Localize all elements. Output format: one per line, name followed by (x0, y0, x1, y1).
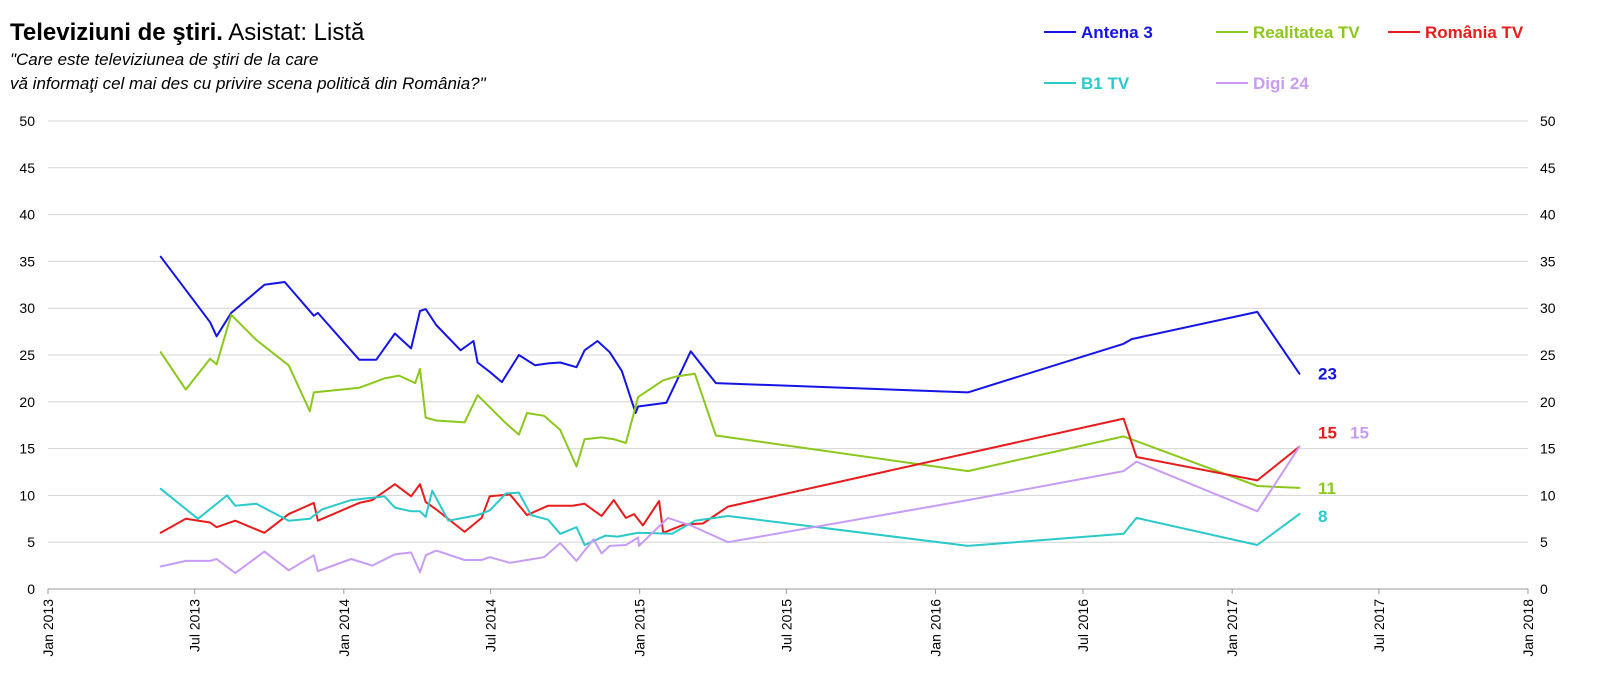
legend-item: Realitatea TV (1216, 23, 1360, 42)
y-tick-label-right: 0 (1540, 581, 1548, 597)
x-tick-label: Jan 2013 (40, 599, 56, 657)
y-tick-label-left: 15 (19, 441, 35, 457)
end-value-label: 11 (1318, 479, 1336, 498)
series-line-realitatea-tv (159, 313, 1301, 489)
y-tick-label-left: 0 (27, 581, 35, 597)
legend-label: România TV (1425, 23, 1524, 42)
y-tick-label-right: 10 (1540, 487, 1556, 503)
legend-label: B1 TV (1081, 74, 1130, 93)
y-tick-label-left: 10 (19, 487, 35, 503)
x-tick-label: Jan 2014 (336, 599, 352, 657)
series-line-digi-24 (159, 445, 1301, 575)
y-tick-label-left: 40 (19, 207, 35, 223)
y-tick-label-left: 25 (19, 347, 35, 363)
y-tick-label-right: 20 (1540, 394, 1556, 410)
end-value-label: 23 (1318, 365, 1337, 384)
end-value-label: 8 (1318, 507, 1327, 526)
x-tick-label: Jul 2015 (778, 599, 794, 652)
x-tick-label: Jul 2016 (1075, 599, 1091, 652)
chart-subtitle-line-1: "Care este televiziunea de ştiri de la c… (10, 50, 319, 69)
chart-title-suffix: Asistat: Listă (228, 19, 365, 46)
y-tick-label-right: 25 (1540, 347, 1556, 363)
legend: Antena 3 Realitatea TV România TV B1 TV Digi… (1044, 23, 1524, 93)
legend-item: România TV (1388, 23, 1524, 42)
y-tick-label-left: 20 (19, 394, 35, 410)
chart-subtitle-line-2: vă informaţi cel mai des cu privire scen… (10, 74, 486, 93)
y-tick-label-left: 45 (19, 160, 35, 176)
legend-item: Antena 3 (1044, 23, 1153, 42)
series-line-antena-3 (159, 255, 1301, 414)
end-value-label: 15 (1318, 424, 1337, 443)
end-value-label: 15 (1350, 424, 1369, 443)
grid-layer (48, 120, 1528, 590)
y-tick-label-right: 15 (1540, 441, 1556, 457)
y-tick-label-left: 5 (27, 534, 35, 550)
end-label-layer: 23 11 15 8 15 (1318, 365, 1369, 526)
x-tick-label: Jan 2016 (928, 599, 944, 657)
y-tick-label-right: 50 (1540, 113, 1556, 129)
y-tick-label-left: 30 (19, 300, 35, 316)
legend-item: B1 TV (1044, 74, 1130, 93)
y-tick-label-right: 5 (1540, 534, 1548, 550)
x-tick-label: Jan 2017 (1224, 599, 1240, 657)
x-tick-label: Jul 2013 (187, 599, 203, 652)
chart-title-main: Televiziuni de ştiri. (10, 19, 223, 46)
series-line-rom-nia-tv (159, 417, 1301, 534)
x-tick-label: Jul 2014 (483, 599, 499, 652)
legend-label: Antena 3 (1081, 23, 1153, 42)
y-tick-label-right: 40 (1540, 207, 1556, 223)
legend-item: Digi 24 (1216, 74, 1309, 93)
series-layer (159, 255, 1301, 575)
chart-title-block: Televiziuni de ştiri. Asistat: Listă "Ca… (10, 18, 486, 96)
y-tick-label-right: 30 (1540, 300, 1556, 316)
x-tick-label: Jul 2017 (1371, 599, 1387, 652)
chart-title: Televiziuni de ştiri. Asistat: Listă (10, 18, 486, 48)
legend-label: Realitatea TV (1253, 23, 1360, 42)
y-tick-label-left: 35 (19, 253, 35, 269)
legend-label: Digi 24 (1253, 74, 1309, 93)
x-tick-label: Jan 2015 (632, 599, 648, 657)
y-tick-label-left: 50 (19, 113, 35, 129)
x-tick-label: Jan 2018 (1520, 599, 1536, 657)
series-line-b1-tv (159, 487, 1301, 547)
y-tick-label-right: 45 (1540, 160, 1556, 176)
y-tick-label-right: 35 (1540, 253, 1556, 269)
axis-layer: 0 0 5 5 10 10 15 15 20 20 25 25 30 30 35 35 40 40 45 45 50 50… (19, 113, 1555, 657)
